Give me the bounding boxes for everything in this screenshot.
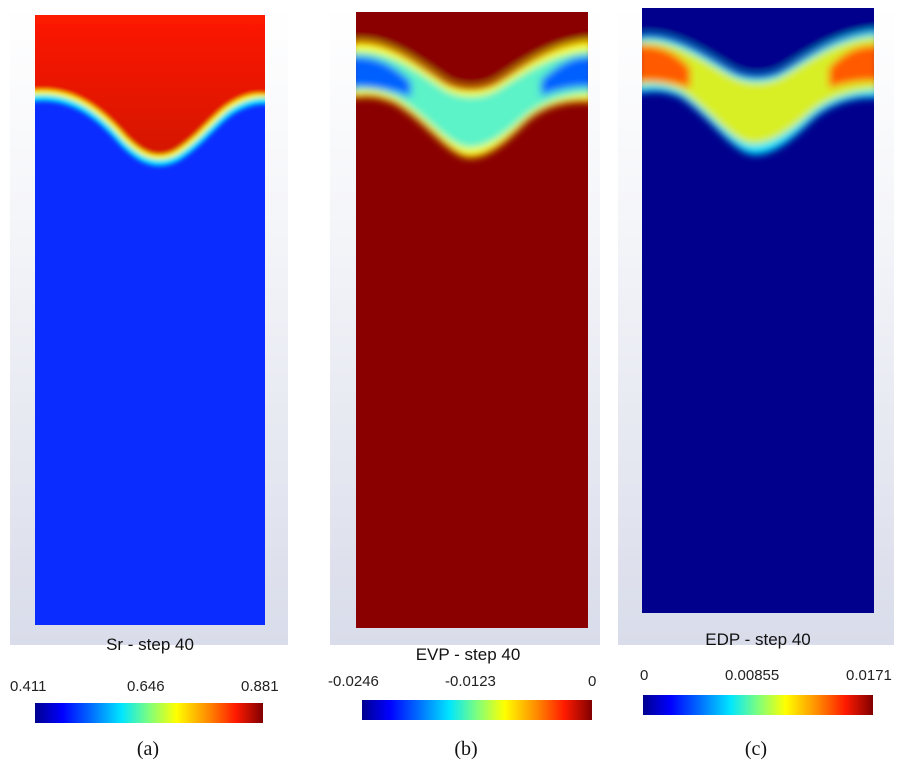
sr-saturation-field xyxy=(35,15,265,625)
panel-b-colorbar-min: -0.0246 xyxy=(328,673,379,690)
panel-a-step-label: Sr - step 40 xyxy=(106,635,194,654)
panel-a-colorbar xyxy=(35,703,263,723)
panel-a-colorbar-max: 0.881 xyxy=(241,678,279,695)
panel-b-colorbar-mid: -0.0123 xyxy=(445,673,496,690)
panel-c-step-label: EDP - step 40 xyxy=(705,630,811,649)
panel-c-caption: (c) xyxy=(744,738,768,760)
panel-c-colorbar-min: 0 xyxy=(640,667,649,684)
panel-c-colorbar xyxy=(643,695,873,715)
panel-c-colorbar-mid: 0.00855 xyxy=(725,667,780,684)
panel-a-caption: (a) xyxy=(136,738,160,760)
evp-strain-field xyxy=(356,12,588,628)
panel-c-colorbar-max: 0.0171 xyxy=(846,667,892,684)
edp-strain-field xyxy=(642,8,874,613)
panel-b-colorbar xyxy=(362,700,592,720)
panel-a-colorbar-mid: 0.646 xyxy=(127,678,165,695)
panel-b-caption: (b) xyxy=(454,738,478,760)
panel-a-colorbar-min: 0.411 xyxy=(10,678,47,695)
panel-b-step-label: EVP - step 40 xyxy=(415,645,521,664)
panel-b-colorbar-max: 0 xyxy=(588,673,597,690)
